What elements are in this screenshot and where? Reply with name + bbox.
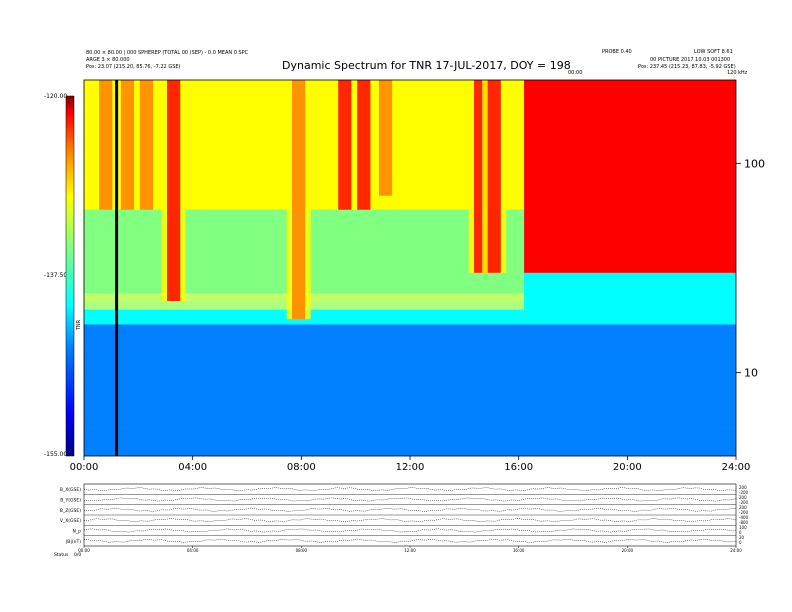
radio-burst	[167, 80, 181, 301]
x-tick-label: 24:00	[722, 462, 751, 473]
panel-right-tick-label: 100	[739, 525, 747, 530]
header-right-info-1: PROBE 0.40	[602, 49, 632, 55]
x-tick-label: 12:00	[396, 462, 425, 473]
panel-right-tick-label: -800	[739, 520, 749, 525]
x-tick-label: 20:00	[613, 462, 642, 473]
panel-right-tick-label: 200	[739, 495, 747, 500]
panel-right-tick-label: -200	[739, 510, 749, 515]
panel-trace	[83, 497, 737, 502]
panel-right-tick-label: 200	[739, 505, 747, 510]
spectral-region	[84, 427, 736, 456]
radio-burst	[120, 80, 135, 210]
panel-x-tick-label: 08:00	[296, 548, 308, 553]
header-position-start: Pos: 23.07 (215.20, 85.76, -7.22 GSE)	[86, 64, 181, 70]
header-right-info-3: 00 PICTURE 2017 10.03 001300	[650, 57, 731, 63]
x-tick-label: 00:00	[70, 462, 99, 473]
panel-x-tick-label: 04:00	[187, 548, 199, 553]
panel-right-tick-label: -200	[739, 490, 749, 495]
x-tick-label: 04:00	[178, 462, 207, 473]
y-axis: 100 10	[736, 157, 765, 380]
panel-trace	[83, 507, 737, 512]
panel-x-tick-label: 16:00	[513, 548, 525, 553]
header-position-end: Pos: 237.45 (215.23, 87.83, -5.92 GSE)	[638, 64, 736, 70]
panel-trace	[83, 487, 737, 492]
panel-row-label: B_Y(GSE)	[60, 498, 81, 504]
y-tick-label: 100	[744, 157, 765, 170]
spectral-region	[84, 324, 736, 428]
header-info-line-1: 80.00 × 80.00 | 000 SPHEREP (TOTAL 00 (S…	[86, 50, 249, 56]
panel-trace	[83, 538, 737, 543]
chart-title: Dynamic Spectrum for TNR 17-JUL-2017, DO…	[282, 59, 571, 72]
panel-right-tick-label: 20	[739, 535, 745, 540]
panel-row-label: B_Z(GSE)	[60, 508, 81, 514]
radio-burst	[357, 80, 371, 210]
panel-right-tick-label: 200	[739, 485, 747, 490]
solar-wind-panels: B_X(GSE) B_Y(GSE) B_Z(GSE) V_X(GSE) N_p |B|(n…	[54, 483, 749, 558]
colorbar-tick-bottom: -155.00	[44, 451, 68, 458]
panel-right-tick-label: -400	[739, 515, 749, 520]
panel-row-label: B_X(GSE)	[60, 487, 81, 493]
panel-footer-label: Status	[54, 552, 69, 558]
top-marker-label: 00:00	[568, 70, 583, 76]
spectral-region	[524, 80, 736, 273]
radio-burst	[378, 80, 393, 196]
panel-footer-value: 0/0	[74, 552, 81, 558]
panel-right-tick-label: 0	[739, 530, 742, 535]
y-tick-label: 10	[744, 367, 758, 380]
radio-burst	[338, 80, 352, 210]
panel-x-tick-label: 00:00	[78, 548, 90, 553]
top-axis-label: 120	[727, 70, 737, 76]
panel-row-label: |B|(nT)	[66, 539, 81, 545]
radio-burst	[292, 80, 306, 320]
spectrogram-plot	[84, 80, 736, 456]
panel-trace	[83, 518, 737, 523]
panel-x-tick-label: 20:00	[622, 548, 634, 553]
panel-right-tick-label: -200	[739, 500, 749, 505]
colorbar-tick-top: -120.00	[44, 93, 68, 100]
x-tick-label: 16:00	[504, 462, 533, 473]
x-tick-label: 08:00	[287, 462, 316, 473]
header-right-info-2: LOW SOFT 8.61	[694, 49, 733, 55]
panel-right-tick-label: 0	[739, 540, 742, 545]
radio-burst	[99, 80, 113, 210]
panel-x-tick-label: 24:00	[730, 548, 742, 553]
panel-x-tick-label: 12:00	[404, 548, 416, 553]
radio-burst	[139, 80, 154, 210]
colorbar	[65, 95, 75, 457]
top-axis-hz-label: kHz	[738, 70, 748, 76]
panel-row-label: N_p	[73, 529, 82, 535]
colorbar-tick-middle: -137.50	[44, 272, 68, 279]
panel-trace	[83, 528, 737, 533]
panel-row-label: V_X(GSE)	[60, 518, 81, 524]
x-axis: 00:00 04:00 08:00 12:00 16:00 20:00 24:00	[70, 456, 751, 473]
radio-burst	[487, 80, 501, 273]
header-info-line-2: ARGE 3 × 80.000	[86, 57, 130, 63]
